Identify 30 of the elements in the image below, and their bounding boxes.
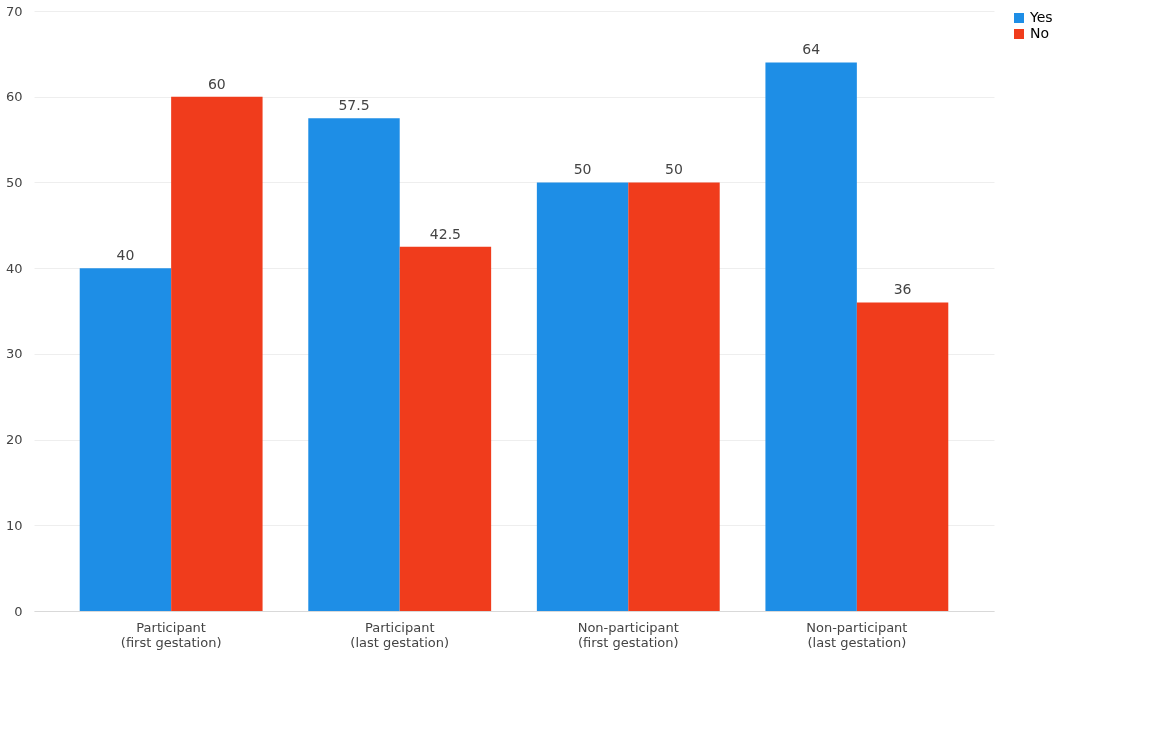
y-tick-label: 10 bbox=[5, 517, 23, 533]
data-label: 42.5 bbox=[429, 225, 462, 242]
bar bbox=[79, 268, 172, 611]
legend-label: No bbox=[1030, 25, 1050, 41]
y-tick-label: 20 bbox=[5, 432, 23, 448]
data-label: 40 bbox=[116, 247, 135, 264]
x-tick-label: Participant (first gestation) bbox=[120, 619, 222, 650]
y-tick-label: 60 bbox=[5, 89, 23, 105]
data-label: 57.5 bbox=[338, 97, 370, 114]
bar bbox=[308, 118, 400, 611]
data-label: 64 bbox=[802, 41, 821, 58]
bar bbox=[171, 96, 263, 611]
y-tick-label: 40 bbox=[5, 260, 23, 276]
data-label: 50 bbox=[573, 161, 592, 178]
legend-label: Yes bbox=[1029, 9, 1053, 25]
data-label: 50 bbox=[665, 161, 683, 178]
data-label: 60 bbox=[207, 75, 226, 92]
data-label: 36 bbox=[893, 281, 912, 298]
y-tick-label: 70 bbox=[5, 3, 23, 19]
y-tick-label: 30 bbox=[5, 346, 23, 362]
y-tick-label: 0 bbox=[14, 603, 23, 619]
x-tick-label: Participant (last gestation) bbox=[350, 619, 450, 650]
bar bbox=[399, 246, 492, 611]
bar bbox=[536, 182, 629, 611]
x-tick-label: Non-participant (last gestation) bbox=[806, 619, 908, 650]
bar bbox=[628, 182, 720, 611]
bar bbox=[856, 302, 949, 611]
bar bbox=[765, 62, 857, 611]
x-tick-label: Non-participant (first gestation) bbox=[577, 619, 679, 650]
y-tick-label: 50 bbox=[5, 174, 23, 190]
